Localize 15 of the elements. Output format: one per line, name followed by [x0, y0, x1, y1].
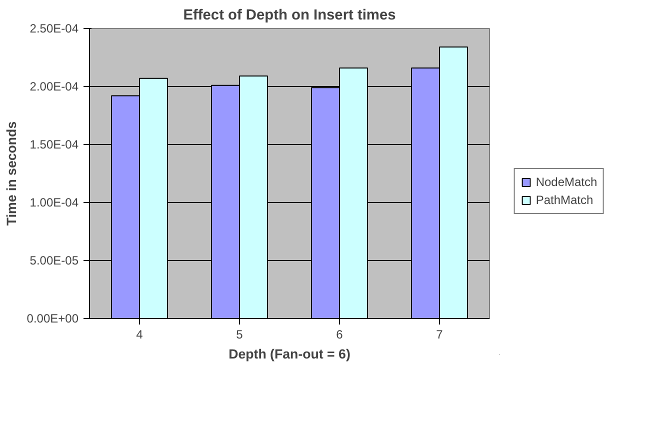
legend-label: NodeMatch [536, 175, 598, 189]
x-tick-label: 5 [236, 328, 244, 342]
y-tick-label: 2.50E-04 [30, 22, 79, 36]
y-tick-label: 1.00E-04 [30, 196, 79, 210]
y-tick-label: 1.50E-04 [30, 138, 79, 152]
y-tick-label: 0.00E+00 [26, 312, 79, 326]
y-tick-label: 5.00E-05 [30, 254, 79, 268]
legend-label: PathMatch [536, 193, 594, 207]
chart-title: Effect of Depth on Insert times [183, 8, 396, 24]
x-tick-label: 6 [336, 328, 344, 342]
x-tick-label: 7 [436, 328, 444, 342]
y-tick-label: 2.00E-04 [30, 80, 79, 94]
x-axis-title: Depth (Fan-out = 6) [228, 346, 350, 362]
y-axis-title: Time in seconds [4, 121, 19, 226]
x-tick-label: 4 [136, 328, 144, 342]
